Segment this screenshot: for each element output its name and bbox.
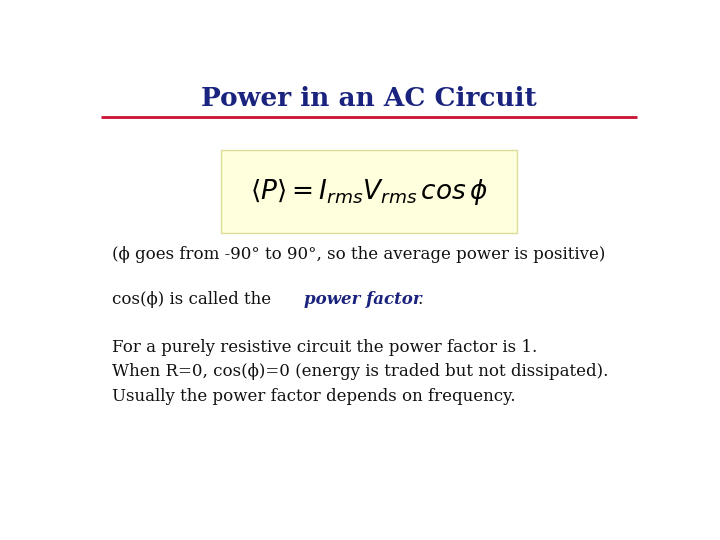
Text: (ϕ goes from -90° to 90°, so the average power is positive): (ϕ goes from -90° to 90°, so the average… <box>112 246 606 262</box>
Text: $\langle P \rangle = I_{rms}V_{rms}\,\mathit{cos}\,\phi$: $\langle P \rangle = I_{rms}V_{rms}\,\ma… <box>250 177 488 207</box>
Text: For a purely resistive circuit the power factor is 1.
When R=0, cos(ϕ)=0 (energy: For a purely resistive circuit the power… <box>112 339 608 404</box>
Text: cos(ϕ) is called the: cos(ϕ) is called the <box>112 292 276 308</box>
FancyBboxPatch shape <box>221 150 517 233</box>
Text: .: . <box>417 292 423 308</box>
Text: Power in an AC Circuit: Power in an AC Circuit <box>201 85 537 111</box>
Text: power factor: power factor <box>305 292 422 308</box>
